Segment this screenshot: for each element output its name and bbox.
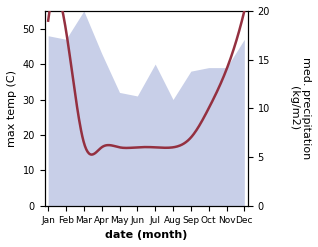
- Y-axis label: max temp (C): max temp (C): [7, 70, 17, 147]
- X-axis label: date (month): date (month): [105, 230, 187, 240]
- Y-axis label: med. precipitation
(kg/m2): med. precipitation (kg/m2): [289, 57, 311, 160]
